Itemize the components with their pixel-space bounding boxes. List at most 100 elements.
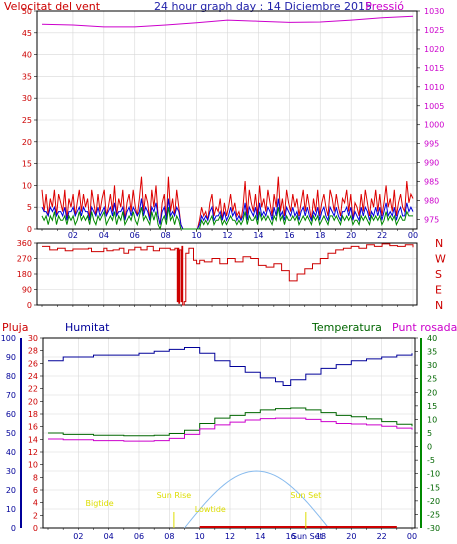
humidity-label: Humitat <box>65 321 110 334</box>
humidity-y-tick-label: 30 <box>6 467 16 476</box>
lowtide-label: Lowtide <box>195 505 226 514</box>
wind-x-tick-label: 04 <box>99 231 109 240</box>
humidity-grid <box>43 338 415 528</box>
wind-y-tick-label: 50 <box>22 7 32 16</box>
wind-speed-title: Velocitat del vent <box>4 0 101 13</box>
compass-label: N <box>435 237 443 250</box>
wind-y-tick-label: 40 <box>22 51 32 60</box>
pressure-y-tick-label: 990 <box>424 159 439 168</box>
wind-series-line-wind_gust_avg <box>41 207 413 231</box>
rain-label: Pluja <box>2 321 28 334</box>
humidity-x-tick-label: 08 <box>164 532 174 541</box>
humidity-x-tick-label: 02 <box>73 532 83 541</box>
humidity-y-tick-label: 100 <box>1 334 16 343</box>
wind-series <box>41 15 414 231</box>
wind-y-tick-label: 30 <box>22 94 32 103</box>
wind-series-line-pressure <box>41 15 414 28</box>
wind-x-tick-label: 10 <box>191 231 201 240</box>
humidity-x-tick-label: 12 <box>225 532 235 541</box>
wind-x-tick-label: 14 <box>253 231 263 240</box>
temp-y-tick-label: 25 <box>427 375 437 384</box>
rain-y-tick-label: 26 <box>28 359 38 368</box>
humidity-series <box>48 347 413 529</box>
rain-y-tick-label: 30 <box>28 334 38 343</box>
compass-label: W <box>435 253 446 266</box>
pressure-y-tick-label: 1030 <box>424 7 444 16</box>
wind-y-tick-label: 15 <box>22 160 32 169</box>
humidity-x-tick-label: 10 <box>195 532 205 541</box>
humidity-y-tick-label: 40 <box>6 448 16 457</box>
pressure-y-tick-label: 1010 <box>424 83 444 92</box>
humidity-axis-ticks: 0102030405060708090100024681012141618202… <box>1 334 440 541</box>
humidity-x-tick-label: 14 <box>255 532 265 541</box>
humidity-y-tick-label: 10 <box>6 505 16 514</box>
sunrise-label: Sun Rise <box>157 491 192 500</box>
rain-y-tick-label: 8 <box>33 473 38 482</box>
temp-y-tick-label: -15 <box>427 483 440 492</box>
temp-y-tick-label: -20 <box>427 497 440 506</box>
temp-y-tick-label: -30 <box>427 524 440 533</box>
pressure-title: Pressió <box>365 0 404 13</box>
direction-series <box>42 243 414 306</box>
rain-y-tick-label: 10 <box>28 461 38 470</box>
pressure-y-tick-label: 985 <box>424 178 439 187</box>
humidity-x-tick-label: 20 <box>346 532 356 541</box>
temp-y-tick-label: 15 <box>427 402 437 411</box>
pressure-y-tick-label: 1020 <box>424 45 444 54</box>
humidity-x-tick-label: 18 <box>316 532 326 541</box>
wind-x-tick-label: 12 <box>222 231 232 240</box>
sunset-label: Sun Set <box>290 491 321 500</box>
wind-y-tick-label: 35 <box>22 72 32 81</box>
pressure-y-tick-label: 1025 <box>424 26 444 35</box>
rain-y-tick-label: 0 <box>33 524 38 533</box>
direction-y-tick-label: 270 <box>17 255 32 264</box>
temp-y-tick-label: 10 <box>427 415 437 424</box>
rain-y-tick-label: 28 <box>28 347 38 356</box>
rain-y-tick-label: 4 <box>33 499 38 508</box>
pressure-y-tick-label: 1000 <box>424 121 444 130</box>
direction-grid <box>37 243 417 305</box>
rain-y-tick-label: 6 <box>33 486 38 495</box>
wind-y-tick-label: 5 <box>27 203 32 212</box>
compass-label: N <box>435 299 443 312</box>
rain-y-tick-label: 20 <box>28 397 38 406</box>
temp-y-tick-label: 40 <box>427 334 437 343</box>
rain-y-tick-label: 14 <box>28 435 38 444</box>
wind-axis-ticks: 0510152025303540455097598098599099510001… <box>22 7 445 240</box>
direction-y-tick-label: 180 <box>17 270 32 279</box>
wind-y-tick-label: 20 <box>22 138 32 147</box>
humidity-x-tick-label: 00 <box>407 532 417 541</box>
compass-label: S <box>435 268 442 281</box>
wind-y-tick-label: 45 <box>22 29 32 38</box>
humidity-y-tick-label: 80 <box>6 372 16 381</box>
wind-x-tick-label: 18 <box>315 231 325 240</box>
wind-series-line-wind_avg <box>41 198 414 230</box>
wind-y-tick-label: 10 <box>22 181 32 190</box>
temp-y-tick-label: 35 <box>427 348 437 357</box>
direction-y-tick-label: 360 <box>17 239 32 248</box>
wind-y-tick-label: 0 <box>27 225 32 234</box>
direction-series-line <box>42 243 414 306</box>
wind-series-line-wind_speed <box>41 176 414 230</box>
chart-title: 24 hour graph day : 14 Diciembre 2015 <box>154 0 372 13</box>
temperature-label: Temperatura <box>311 321 382 334</box>
pressure-y-tick-label: 1005 <box>424 102 444 111</box>
temp-y-tick-label: -10 <box>427 470 440 479</box>
rain-y-tick-label: 24 <box>28 372 38 381</box>
direction-y-tick-label: 90 <box>22 286 32 295</box>
sunset-axis-label: Sun Set <box>292 532 323 541</box>
humidity-x-tick-label: 16 <box>286 532 296 541</box>
pressure-y-tick-label: 980 <box>424 197 439 206</box>
wind-grid <box>37 11 417 229</box>
rain-y-tick-label: 12 <box>28 448 38 457</box>
wind-x-tick-label: 16 <box>284 231 294 240</box>
rain-y-tick-label: 22 <box>28 385 38 394</box>
astro-annotations: Bigtide Sun Rise Lowtide Sun Set <box>85 491 321 514</box>
compass-label: E <box>435 284 442 297</box>
humidity-x-tick-label: 22 <box>377 532 387 541</box>
dewpoint-label: Punt rosada <box>392 321 457 334</box>
humidity-x-tick-label: 06 <box>134 532 144 541</box>
wind-x-tick-label: 20 <box>346 231 356 240</box>
series-line-dewpoint <box>48 417 413 442</box>
